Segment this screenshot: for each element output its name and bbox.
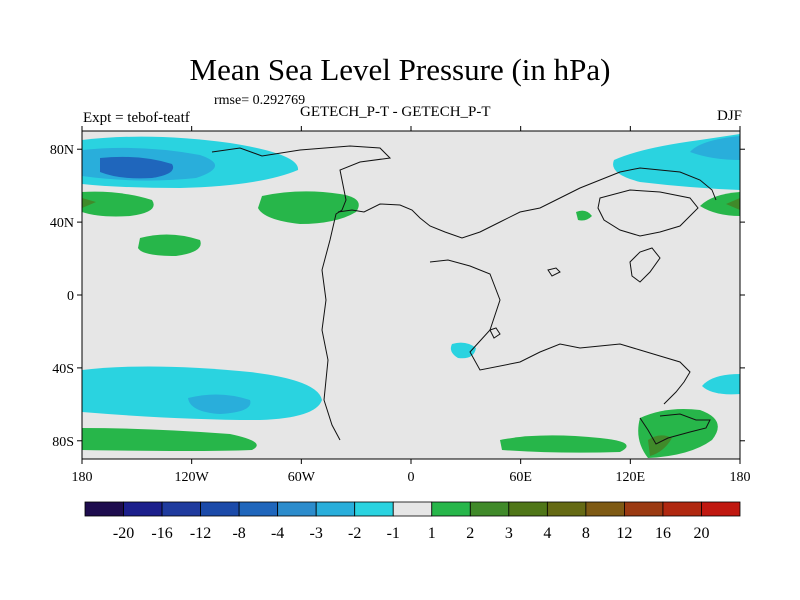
colorbar-label: -8 [232, 525, 245, 542]
colorbar-label: -2 [348, 525, 361, 542]
colorbar-label: -12 [190, 525, 211, 542]
colorbar-label: 8 [582, 525, 590, 542]
colorbar-label: -16 [151, 525, 172, 542]
region-north-pacific-high-west-core [82, 198, 96, 208]
colorbar-swatch [315, 501, 356, 517]
y-tick-label: 40N [50, 216, 74, 231]
y-tick-label: 40S [52, 362, 74, 377]
colorbar-label: -3 [310, 525, 323, 542]
colorbar-label: 2 [466, 525, 474, 542]
region-southern-pacific-low [82, 366, 322, 420]
region-north-atlantic-high [258, 191, 359, 224]
colorbar-swatch [508, 501, 548, 517]
coast-antarctica [639, 413, 711, 445]
colorbar-swatch [161, 501, 201, 517]
colorbar-label: 12 [616, 525, 632, 542]
region-southern-pacific-core [188, 394, 251, 414]
colorbar-label: -1 [387, 525, 400, 542]
colorbar-label: -4 [271, 525, 284, 542]
coast-eurasia [337, 167, 717, 239]
colorbar-swatch [431, 501, 471, 517]
region-southern-high-west [82, 428, 257, 451]
colorbar-swatch [469, 501, 510, 517]
colorbar-swatch [277, 501, 317, 517]
rmse-label: rmse= 0.292769 [214, 93, 306, 108]
y-tick-label: 80N [50, 143, 74, 158]
colorbar-swatch [624, 501, 664, 517]
region-southern-high-east [500, 435, 627, 453]
region-east-pacific-high [138, 234, 201, 256]
season-label: DJF [716, 108, 742, 124]
region-north-pacific-high-west [82, 191, 154, 217]
x-tick-label: 0 [408, 470, 415, 485]
coast-north-america [211, 145, 392, 441]
colorbar-swatch [585, 501, 625, 517]
colorbar-swatch [701, 501, 741, 517]
colorbar-label: 3 [505, 525, 513, 542]
colorbar-label: 20 [693, 525, 709, 542]
colorbar-swatch [392, 501, 433, 517]
region-asia-high-small [576, 210, 592, 221]
colorbar-swatch [238, 501, 279, 517]
x-tick-label: 120E [616, 470, 646, 485]
coast-islands-b [547, 267, 561, 277]
y-tick-label: 80S [52, 435, 74, 450]
coast-islands-c [489, 327, 501, 339]
x-tick-label: 180 [72, 470, 93, 485]
colorbar-swatch [354, 501, 394, 517]
coast-east-asia [597, 189, 699, 237]
colorbar-label: -20 [113, 525, 134, 542]
colorbar-label: 1 [428, 525, 436, 542]
x-tick-label: 180 [730, 470, 751, 485]
colorbar-swatch [546, 501, 587, 517]
colorbar-swatch [200, 501, 240, 517]
y-tick-label: 0 [67, 289, 74, 304]
coast-islands-a [629, 247, 661, 283]
colorbar-swatch [662, 501, 702, 517]
region-north-pacific-deep [100, 156, 174, 179]
coast-africa-arabia [429, 259, 691, 405]
dataset-label: GETECH_P-T - GETECH_P-T [300, 104, 491, 120]
coastlines [211, 145, 717, 445]
colorbar-swatch [123, 501, 163, 517]
colorbar-label: 4 [543, 525, 551, 542]
experiment-label: Expt = tebof-teatf [83, 110, 190, 126]
region-south-atlantic-low [450, 342, 476, 359]
region-east-high [700, 192, 740, 216]
region-east-high-core [726, 198, 740, 210]
colorbar-swatch [84, 501, 124, 517]
x-tick-label: 60W [288, 470, 316, 485]
colorbar-label: 16 [655, 525, 671, 542]
x-tick-label: 120W [175, 470, 210, 485]
chart-title: Mean Sea Level Pressure (in hPa) [189, 52, 611, 87]
region-arctic-east-core [690, 136, 740, 160]
region-indian-ocean-low [702, 374, 740, 395]
x-tick-label: 60E [509, 470, 532, 485]
